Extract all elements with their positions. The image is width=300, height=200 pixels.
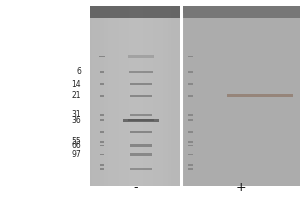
FancyBboxPatch shape — [100, 114, 104, 116]
FancyBboxPatch shape — [188, 119, 193, 121]
FancyBboxPatch shape — [188, 55, 193, 57]
FancyBboxPatch shape — [188, 131, 193, 133]
FancyBboxPatch shape — [90, 6, 180, 186]
FancyBboxPatch shape — [128, 119, 154, 121]
FancyBboxPatch shape — [99, 55, 105, 57]
Text: 36: 36 — [71, 116, 81, 125]
FancyBboxPatch shape — [130, 168, 152, 170]
FancyBboxPatch shape — [188, 145, 193, 146]
FancyBboxPatch shape — [100, 71, 104, 73]
FancyBboxPatch shape — [90, 6, 180, 18]
FancyBboxPatch shape — [123, 119, 159, 122]
FancyBboxPatch shape — [100, 145, 104, 146]
FancyBboxPatch shape — [188, 154, 193, 155]
Text: 31: 31 — [71, 110, 81, 119]
FancyBboxPatch shape — [130, 114, 152, 116]
FancyBboxPatch shape — [183, 6, 300, 18]
Text: 14: 14 — [71, 80, 81, 89]
FancyBboxPatch shape — [100, 119, 104, 121]
FancyBboxPatch shape — [188, 83, 193, 85]
FancyBboxPatch shape — [100, 83, 104, 85]
FancyBboxPatch shape — [188, 141, 193, 143]
FancyBboxPatch shape — [100, 154, 104, 155]
FancyBboxPatch shape — [188, 164, 193, 166]
FancyBboxPatch shape — [100, 131, 104, 133]
FancyBboxPatch shape — [100, 141, 104, 143]
FancyBboxPatch shape — [188, 114, 193, 116]
Text: +: + — [236, 181, 246, 194]
FancyBboxPatch shape — [130, 153, 152, 156]
FancyBboxPatch shape — [130, 144, 152, 147]
FancyBboxPatch shape — [100, 168, 104, 170]
FancyBboxPatch shape — [130, 71, 152, 73]
FancyBboxPatch shape — [188, 71, 193, 73]
Text: 97: 97 — [71, 150, 81, 159]
FancyBboxPatch shape — [100, 95, 104, 97]
FancyBboxPatch shape — [188, 168, 193, 170]
FancyBboxPatch shape — [226, 94, 292, 97]
Text: -: - — [134, 181, 138, 194]
FancyBboxPatch shape — [183, 6, 300, 186]
FancyBboxPatch shape — [130, 95, 152, 97]
Text: 6: 6 — [76, 67, 81, 76]
FancyBboxPatch shape — [188, 95, 193, 97]
FancyBboxPatch shape — [128, 55, 154, 58]
FancyBboxPatch shape — [130, 83, 152, 85]
FancyBboxPatch shape — [130, 131, 152, 133]
FancyBboxPatch shape — [100, 164, 104, 166]
Text: 55: 55 — [71, 137, 81, 146]
Text: 21: 21 — [71, 92, 81, 100]
Text: 66: 66 — [71, 141, 81, 150]
